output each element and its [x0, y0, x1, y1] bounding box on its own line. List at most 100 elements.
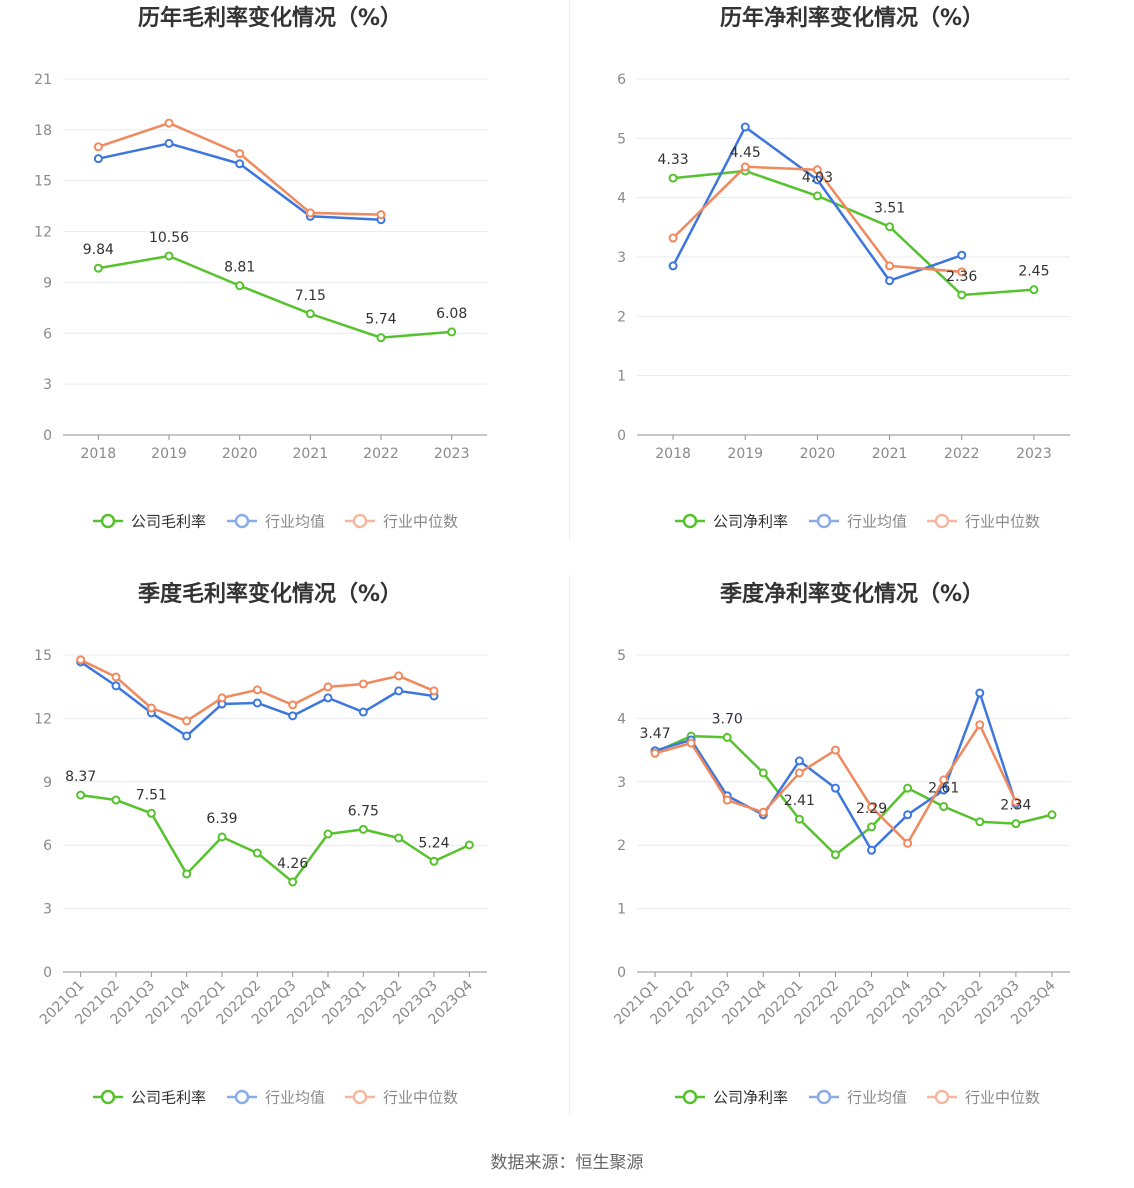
legend-item-industry-median[interactable]: 行业中位数	[345, 513, 458, 531]
x-tick-label: 2019	[151, 446, 187, 462]
data-point	[164, 118, 174, 128]
y-tick-label: 1	[617, 902, 626, 918]
y-tick-label: 12	[34, 225, 52, 241]
legend-item-company[interactable]: 公司净利率	[675, 1089, 788, 1107]
y-tick-label: 3	[617, 775, 626, 791]
annual-gross-margin-chart: 历年毛利率变化情况（%） 0 3 6 9 12 15 18 21 2018 2019 2020 2021…	[34, 5, 487, 531]
legend-icon-circle	[100, 1089, 116, 1105]
data-point	[111, 672, 121, 682]
legend-item-company[interactable]: 公司毛利率	[93, 1089, 206, 1107]
x-tick-label: 2018	[655, 446, 691, 462]
x-tick-label: 2021	[293, 446, 329, 462]
data-point	[217, 693, 227, 703]
data-point	[812, 191, 822, 201]
data-point	[830, 745, 840, 755]
legend-item-industry-median[interactable]: 行业中位数	[927, 513, 1040, 531]
chart-title: 季度毛利率变化情况（%）	[138, 581, 402, 607]
y-tick-label: 1	[617, 369, 626, 385]
data-point	[812, 165, 822, 175]
legend-icon-circle	[100, 513, 116, 529]
data-label: 6.39	[206, 811, 237, 827]
series-company	[76, 790, 474, 887]
data-label: 2.45	[1018, 264, 1049, 280]
data-point	[305, 309, 315, 319]
series-company	[668, 166, 1039, 300]
legend-item-industry-median[interactable]: 行业中位数	[345, 1089, 458, 1107]
series-industry-median	[668, 162, 967, 277]
data-label: 10.56	[149, 230, 189, 246]
data-label: 7.15	[295, 288, 326, 304]
data-point	[740, 122, 750, 132]
legend-item-industry-average[interactable]: 行业均值	[809, 513, 907, 531]
series-industry-median	[76, 655, 439, 726]
legend-icon-circle	[352, 1089, 368, 1105]
data-point	[358, 679, 368, 689]
y-tick-label: 3	[43, 377, 52, 393]
data-label: 8.37	[65, 769, 96, 785]
data-point	[812, 175, 822, 185]
data-point	[93, 154, 103, 164]
y-tick-label: 15	[34, 174, 52, 190]
data-point	[885, 261, 895, 271]
data-point	[76, 655, 86, 665]
y-tick-label: 9	[43, 775, 52, 791]
data-point	[429, 686, 439, 696]
y-tick-label: 3	[617, 250, 626, 266]
legend-line-circle-icon	[227, 1089, 257, 1105]
series-company	[650, 731, 1057, 860]
y-tick-label: 0	[617, 428, 626, 444]
data-label: 2.29	[856, 801, 887, 817]
data-point	[867, 802, 877, 812]
data-point	[975, 817, 985, 827]
legend-icon-circle	[234, 1089, 250, 1105]
data-label: 6.08	[436, 306, 467, 322]
data-label: 9.84	[83, 242, 114, 258]
data-point	[1011, 797, 1021, 807]
data-point	[305, 208, 315, 218]
legend-icon-circle	[816, 1089, 832, 1105]
legend-item-industry-average[interactable]: 行业均值	[809, 1089, 907, 1107]
data-label: 3.47	[639, 726, 670, 742]
series-line	[671, 125, 963, 282]
legend-item-industry-median[interactable]: 行业中位数	[927, 1089, 1040, 1107]
data-point	[288, 711, 298, 721]
legend-label: 公司净利率	[713, 513, 788, 531]
data-point	[235, 149, 245, 159]
legend-icon-circle	[234, 513, 250, 529]
legend-label: 行业中位数	[383, 513, 458, 531]
y-tick-label: 5	[617, 648, 626, 664]
legend-item-industry-average[interactable]: 行业均值	[227, 1089, 325, 1107]
data-label: 8.81	[224, 260, 255, 276]
legend-item-company[interactable]: 公司毛利率	[93, 513, 206, 531]
data-point	[464, 840, 474, 850]
data-point	[288, 877, 298, 887]
chart-legend: 公司净利率 行业均值 行业中位数	[675, 1089, 1040, 1107]
legend-item-company[interactable]: 公司净利率	[675, 513, 788, 531]
data-point	[182, 731, 192, 741]
x-tick-label: 2023	[434, 446, 470, 462]
data-point	[650, 748, 660, 758]
data-point	[376, 210, 386, 220]
y-tick-label: 18	[34, 123, 52, 139]
x-tick-label: 2020	[222, 446, 258, 462]
data-point	[758, 807, 768, 817]
x-tick-label: 2021	[872, 446, 908, 462]
legend-item-industry-average[interactable]: 行业均值	[227, 513, 325, 531]
data-point	[288, 700, 298, 710]
data-point	[323, 693, 333, 703]
data-point	[939, 775, 949, 785]
y-tick-label: 5	[617, 131, 626, 147]
data-label: 4.26	[277, 856, 308, 872]
data-point	[668, 173, 678, 183]
data-point	[975, 720, 985, 730]
data-point	[957, 250, 967, 260]
series-line	[97, 121, 382, 216]
legend-icon-circle	[934, 513, 950, 529]
data-point	[722, 732, 732, 742]
legend-label: 行业中位数	[965, 513, 1040, 531]
data-point	[794, 768, 804, 778]
data-point	[111, 681, 121, 691]
data-label: 5.24	[418, 835, 449, 851]
data-label: 7.51	[136, 787, 167, 803]
data-label: 2.36	[946, 269, 977, 285]
